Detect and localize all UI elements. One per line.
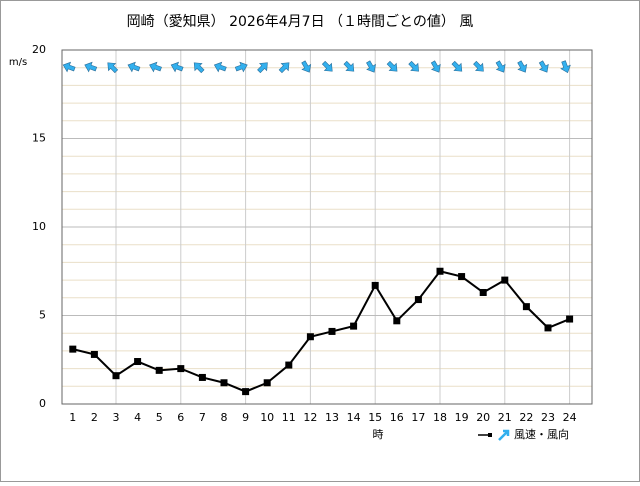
speed-marker — [134, 358, 142, 366]
speed-marker — [436, 267, 444, 275]
legend-label: 風速・風向 — [514, 427, 569, 441]
speed-marker — [306, 333, 314, 341]
x-tick-label: 22 — [519, 411, 533, 424]
x-tick-label: 11 — [282, 411, 296, 424]
legend-marker — [488, 433, 492, 437]
y-tick-label: 5 — [39, 309, 46, 322]
direction-arrow — [430, 60, 441, 73]
direction-arrow — [278, 62, 290, 74]
direction-arrow — [213, 61, 227, 73]
speed-marker — [566, 315, 574, 323]
x-tick-label: 9 — [242, 411, 249, 424]
x-tick-label: 13 — [325, 411, 339, 424]
x-tick-label: 1 — [69, 411, 76, 424]
x-tick-label: 4 — [134, 411, 141, 424]
direction-arrow — [366, 60, 376, 73]
x-tick-label: 8 — [221, 411, 228, 424]
speed-marker — [90, 350, 98, 358]
y-tick-label: 10 — [32, 220, 46, 233]
speed-marker — [198, 373, 206, 381]
direction-arrow — [473, 60, 484, 72]
speed-marker — [177, 365, 185, 373]
speed-marker — [479, 288, 487, 296]
direction-arrow — [149, 61, 162, 73]
x-tick-label: 20 — [476, 411, 490, 424]
speed-marker — [501, 276, 509, 284]
direction-arrow — [257, 62, 268, 74]
direction-arrow — [62, 61, 76, 73]
speed-marker — [220, 379, 228, 387]
x-tick-label: 16 — [390, 411, 404, 424]
x-tick-label: 12 — [303, 411, 317, 424]
direction-arrow — [538, 60, 549, 73]
speed-marker — [285, 361, 293, 369]
x-tick-label: 17 — [411, 411, 425, 424]
x-tick-label: 5 — [156, 411, 163, 424]
x-tick-label: 24 — [563, 411, 577, 424]
direction-arrow — [495, 60, 506, 73]
x-tick-label: 10 — [260, 411, 274, 424]
x-tick-label: 3 — [113, 411, 120, 424]
speed-line — [72, 270, 570, 393]
speed-marker — [69, 345, 77, 353]
legend-arrow — [498, 429, 510, 441]
direction-arrow — [301, 60, 312, 73]
direction-arrow — [386, 60, 398, 72]
direction-arrow — [321, 60, 333, 72]
x-tick-label: 23 — [541, 411, 555, 424]
y-tick-label: 15 — [32, 132, 46, 145]
speed-marker — [112, 372, 120, 380]
x-tick-label: 7 — [199, 411, 206, 424]
speed-marker — [263, 379, 271, 387]
x-tick-label: 21 — [498, 411, 512, 424]
direction-arrow — [84, 61, 98, 73]
x-tick-label: 18 — [433, 411, 447, 424]
speed-marker — [458, 273, 466, 281]
x-tick-label: 14 — [347, 411, 361, 424]
x-tick-label: 19 — [455, 411, 469, 424]
direction-arrow — [343, 60, 355, 72]
speed-marker — [155, 366, 163, 374]
direction-arrow — [408, 60, 419, 72]
speed-marker — [371, 281, 379, 289]
direction-arrow — [234, 61, 248, 73]
speed-marker — [414, 296, 422, 304]
direction-arrow — [560, 60, 571, 74]
y-axis-label: m/s — [9, 57, 27, 68]
plot-border — [61, 49, 593, 405]
speed-marker — [393, 317, 401, 325]
direction-arrow — [451, 60, 463, 72]
y-tick-label: 0 — [39, 397, 46, 410]
speed-marker — [544, 324, 552, 332]
speed-marker — [522, 303, 530, 311]
x-tick-label: 15 — [368, 411, 382, 424]
direction-arrow — [193, 62, 205, 74]
x-axis-label: 時 — [373, 428, 384, 441]
x-tick-label: 2 — [91, 411, 98, 424]
chart-title: 岡崎（愛知県） 2026年4月7日 （１時間ごとの値） 風 — [127, 13, 474, 30]
speed-marker — [328, 327, 336, 335]
direction-arrow — [517, 60, 528, 73]
speed-marker — [350, 322, 358, 330]
direction-arrow — [107, 62, 119, 74]
x-tick-label: 6 — [177, 411, 184, 424]
speed-marker — [242, 388, 250, 396]
y-tick-label: 20 — [32, 43, 46, 56]
direction-arrow — [170, 61, 184, 73]
direction-arrow — [127, 61, 141, 73]
